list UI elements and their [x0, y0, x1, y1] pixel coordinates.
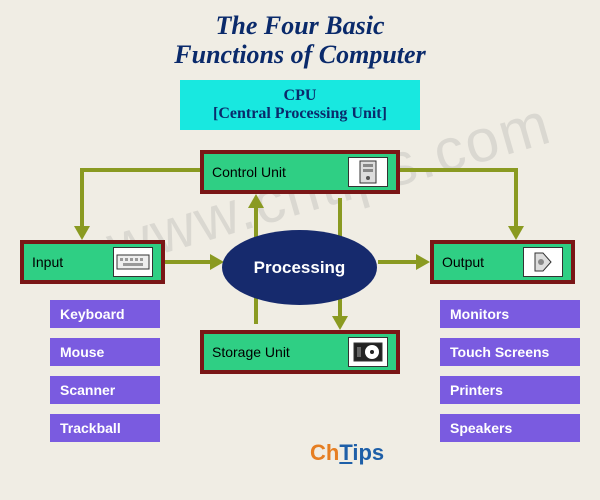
list-item: Trackball	[50, 414, 160, 442]
cpu-header-box: CPU [Central Processing Unit]	[180, 80, 420, 130]
arrow-line	[80, 168, 84, 226]
input-label: Input	[32, 254, 63, 270]
arrowhead-icon	[332, 316, 348, 330]
site-logo: ChTips	[310, 440, 384, 466]
arrow-line	[400, 168, 518, 172]
list-item: Speakers	[440, 414, 580, 442]
list-item: Scanner	[50, 376, 160, 404]
page-title: The Four Basic Functions of Computer	[0, 0, 600, 69]
input-node: Input	[20, 240, 165, 284]
list-item: Keyboard	[50, 300, 160, 328]
list-item: Printers	[440, 376, 580, 404]
logo-part1: Ch	[310, 440, 339, 465]
storage-unit-node: Storage Unit	[200, 330, 400, 374]
output-node: Output	[430, 240, 575, 284]
arrow-line	[165, 260, 213, 264]
arrow-line	[80, 168, 200, 172]
speaker-icon	[523, 247, 563, 277]
processing-ellipse: Processing	[222, 230, 377, 305]
logo-part2: T	[339, 440, 352, 465]
cpu-sublabel: [Central Processing Unit]	[180, 105, 420, 123]
list-item: Mouse	[50, 338, 160, 366]
arrowhead-icon	[248, 194, 264, 208]
processing-label: Processing	[254, 258, 346, 278]
arrowhead-icon	[416, 254, 430, 270]
arrowhead-icon	[74, 226, 90, 240]
storage-disk-icon	[348, 337, 388, 367]
control-unit-node: Control Unit	[200, 150, 400, 194]
title-line1: The Four Basic	[0, 12, 600, 41]
output-label: Output	[442, 254, 484, 270]
list-item: Touch Screens	[440, 338, 580, 366]
control-unit-label: Control Unit	[212, 164, 286, 180]
arrow-line	[514, 168, 518, 226]
logo-part3: ips	[352, 440, 384, 465]
cpu-label: CPU	[180, 87, 420, 105]
arrow-line	[378, 260, 418, 264]
arrowhead-icon	[508, 226, 524, 240]
computer-tower-icon	[348, 157, 388, 187]
list-item: Monitors	[440, 300, 580, 328]
storage-label: Storage Unit	[212, 344, 290, 360]
title-line2: Functions of Computer	[0, 41, 600, 70]
keyboard-icon	[113, 247, 153, 277]
